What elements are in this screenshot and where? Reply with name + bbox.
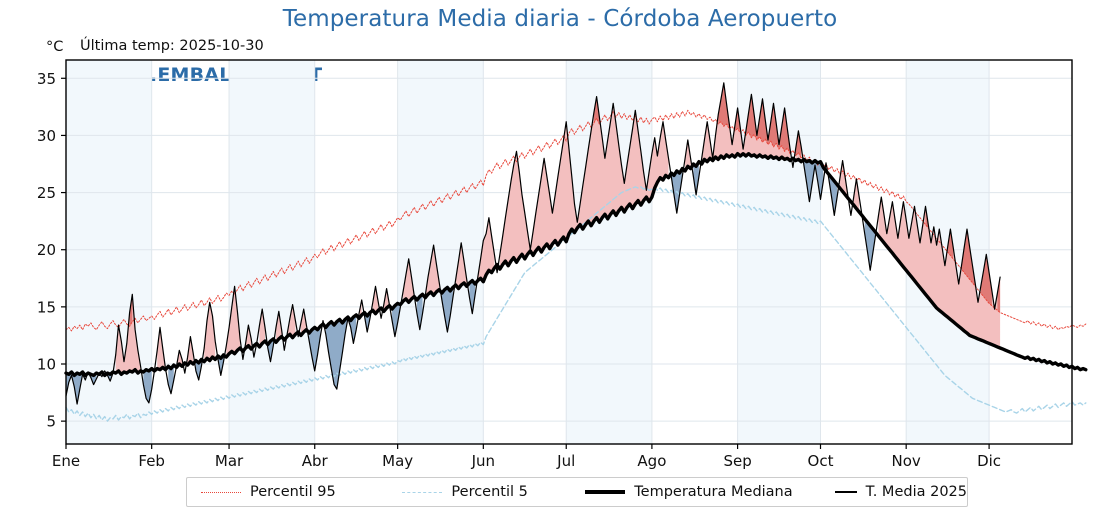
legend-item[interactable]: Percentil 95 (187, 478, 392, 506)
anomaly-fill (685, 140, 691, 171)
anomaly-fill (287, 304, 296, 338)
x-axis-tick-label: Jul (556, 452, 575, 470)
y-axis-tick-label: 20 (37, 241, 56, 259)
anomaly-fill (997, 277, 1001, 313)
legend-swatch-1 (201, 491, 241, 493)
y-axis-tick-label: 30 (37, 127, 56, 145)
anomaly-fill (947, 229, 954, 259)
anomaly-fill (276, 311, 282, 343)
month-band (229, 60, 315, 444)
x-axis-tick-label: Ago (637, 452, 666, 470)
legend-item[interactable]: T. Media 2025 (825, 478, 967, 506)
anomaly-fill (734, 108, 741, 134)
x-axis-tick-label: May (382, 452, 413, 470)
legend-swatch-2 (402, 491, 443, 493)
anomaly-fill (226, 286, 241, 358)
legend-swatch-3 (585, 490, 626, 494)
anomaly-fill (693, 161, 699, 195)
anomaly-fill (441, 287, 453, 332)
legend-item[interactable]: Temperatura Mediana (575, 478, 825, 506)
anomaly-fill (803, 159, 824, 202)
x-axis-tick-label: Ene (52, 452, 80, 470)
anomaly-fill (795, 130, 802, 159)
anomaly-fill (499, 96, 669, 270)
anomaly-fill (455, 242, 467, 289)
anomaly-fill (403, 258, 415, 303)
anomaly-fill (187, 336, 194, 366)
x-axis-tick-label: Feb (138, 452, 165, 470)
anomaly-fill (853, 178, 860, 212)
x-axis-tick-label: Mar (215, 452, 244, 470)
page-title: Temperatura Media diaria - Córdoba Aerop… (282, 6, 838, 32)
x-axis-tick-label: Abr (302, 452, 329, 470)
y-axis-tick-label: 5 (46, 413, 56, 431)
x-axis-tick-label: Dic (977, 452, 1001, 470)
legend-label: T. Media 2025 (865, 484, 967, 500)
anomaly-fill (325, 314, 357, 390)
series-temperatura-mediana (64, 152, 1088, 378)
legend-item[interactable]: Percentil 5 (392, 478, 575, 506)
anomaly-fill (878, 197, 1001, 348)
x-axis-tick-label: Jun (471, 452, 495, 470)
legend-swatch-4 (835, 491, 857, 493)
anomaly-fill (718, 82, 730, 129)
y-axis-tick-label: 15 (37, 298, 56, 316)
anomaly-fill (392, 303, 401, 337)
anomaly-fill (66, 372, 86, 404)
x-axis-tick-label: Oct (808, 452, 834, 470)
anomaly-fill (309, 326, 321, 371)
month-band (397, 60, 484, 444)
y-axis-tick-label: 35 (37, 70, 56, 88)
plot-frame (65, 59, 1073, 445)
anomaly-fill (425, 245, 440, 298)
anomaly-fill (372, 286, 379, 314)
last-temp-label: Última temp: 2025-10-30 (80, 38, 264, 54)
y-axis-unit-label: °C (46, 39, 64, 55)
legend-label: Temperatura Mediana (634, 484, 793, 500)
series-t-media-2025 (65, 82, 1001, 405)
anomaly-fill (364, 312, 370, 332)
legend-label: Percentil 95 (250, 484, 336, 500)
x-axis-tick-label: Sep (723, 452, 751, 470)
chart-legend: Percentil 95 Percentil 5 Temperatura Media… (186, 477, 968, 507)
anomaly-fill (980, 254, 992, 306)
x-axis-tick-label: Nov (892, 452, 921, 470)
y-axis-tick-label: 25 (37, 184, 56, 202)
legend-label: Percentil 5 (451, 484, 528, 500)
anomaly-fill (477, 217, 495, 282)
anomaly-fill (218, 354, 224, 376)
y-axis-tick-label: 10 (37, 356, 56, 374)
anomaly-fill (245, 325, 252, 350)
anomaly-fill (745, 94, 791, 154)
anomaly-fill (593, 96, 600, 124)
